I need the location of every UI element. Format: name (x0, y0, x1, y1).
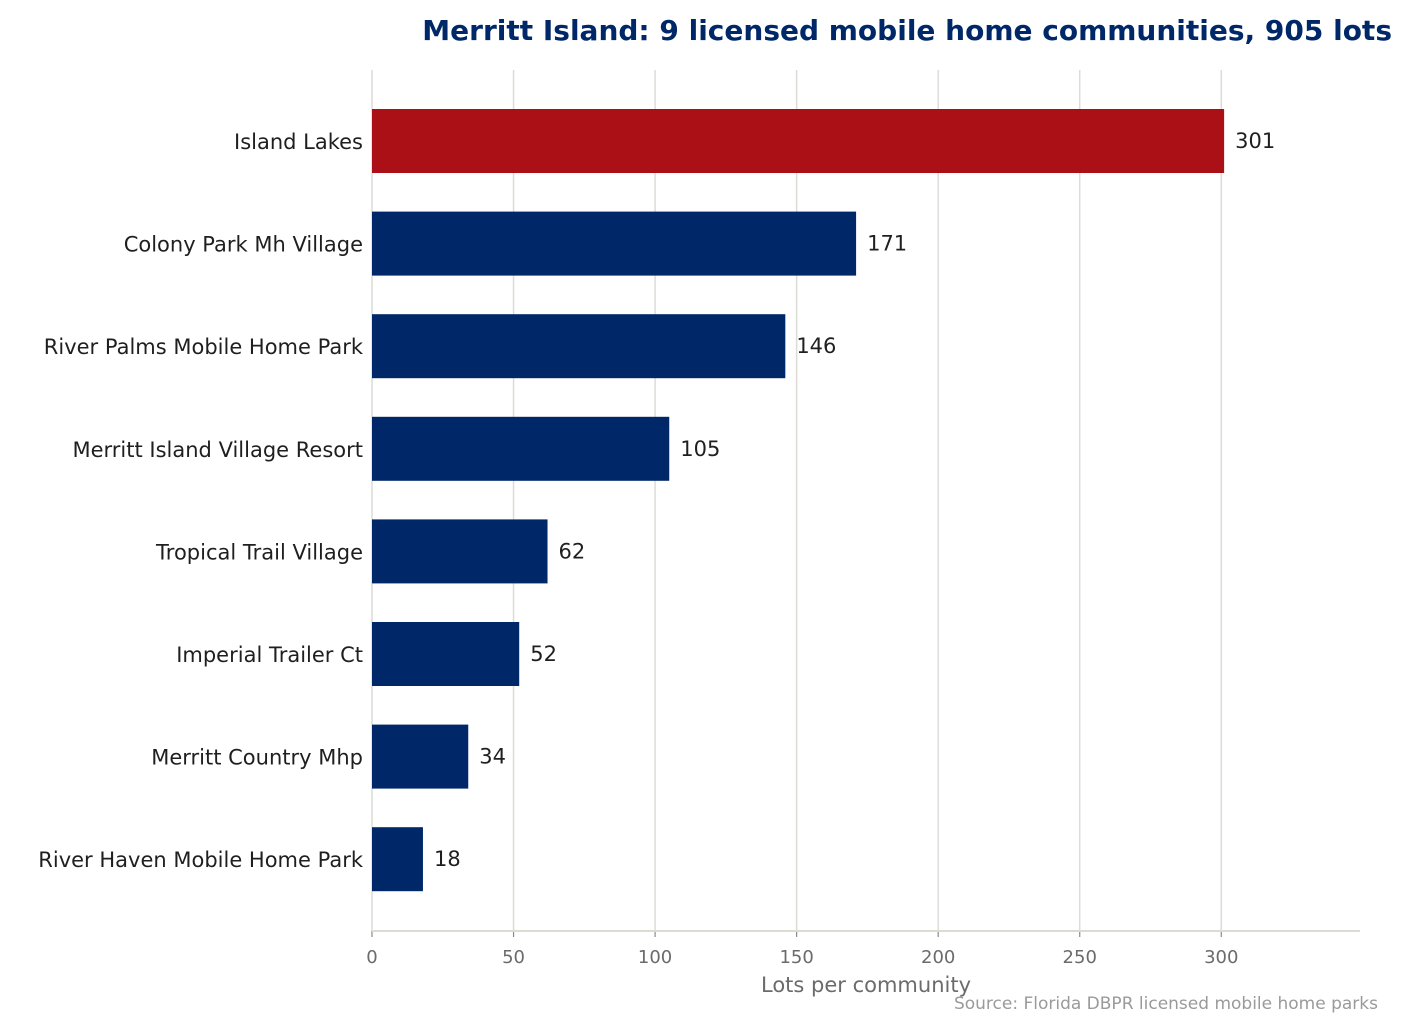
category-label: Tropical Trail Village (155, 540, 363, 564)
category-label: Colony Park Mh Village (124, 233, 363, 257)
value-label: 52 (530, 642, 557, 666)
value-labels: 301 171 146 105 62 52 34 18 (434, 129, 1275, 871)
value-label: 18 (434, 847, 461, 871)
value-label: 34 (479, 745, 506, 769)
bars (372, 109, 1225, 892)
value-label: 301 (1235, 129, 1275, 153)
tick-label: 150 (779, 947, 813, 968)
bar (372, 724, 469, 789)
bar (372, 314, 786, 379)
source-note: Source: Florida DBPR licensed mobile hom… (954, 994, 1378, 1014)
category-label: Imperial Trailer Ct (176, 643, 363, 667)
tick-label: 200 (921, 947, 955, 968)
tick-label: 300 (1204, 947, 1238, 968)
grid-lines (371, 70, 1223, 931)
value-label: 171 (867, 232, 907, 256)
category-label: Island Lakes (234, 130, 363, 154)
category-labels: Island Lakes Colony Park Mh Village River … (38, 130, 364, 872)
tick-label: 0 (366, 947, 377, 968)
value-label: 105 (680, 437, 720, 461)
bar (372, 211, 857, 276)
category-label: Merritt Island Village Resort (73, 438, 364, 462)
tick-label: 100 (638, 947, 672, 968)
bar (372, 519, 548, 584)
tick-label: 250 (1063, 947, 1097, 968)
category-label: River Palms Mobile Home Park (44, 335, 364, 359)
bar (372, 827, 423, 892)
bar (372, 109, 1225, 173)
bar (372, 416, 670, 481)
x-axis-title: Lots per community (761, 973, 971, 997)
value-label: 62 (559, 539, 586, 563)
bar (372, 622, 520, 686)
value-label: 146 (796, 334, 836, 358)
category-label: River Haven Mobile Home Park (38, 848, 364, 872)
x-axis-ticks: 0 50 100 150 200 250 300 (366, 931, 1238, 968)
chart-title: Merritt Island: 9 licensed mobile home c… (422, 14, 1392, 47)
category-label: Merritt Country Mhp (151, 746, 363, 770)
tick-label: 50 (502, 947, 525, 968)
